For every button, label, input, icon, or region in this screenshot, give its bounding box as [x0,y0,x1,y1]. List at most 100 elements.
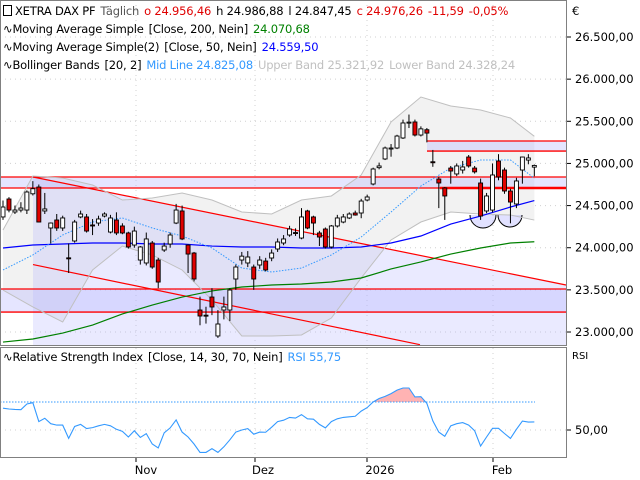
rsi-y-tick-label: 50,00 [575,423,608,437]
candle-up [78,213,84,218]
candle-up [370,168,376,185]
sma50-value: 24.559,50 [261,40,319,54]
candle-up [18,207,24,211]
candle-down [90,224,96,227]
bollinger-upper-line [2,96,535,231]
sma200-value: 24.070,68 [253,22,310,36]
candle-up [299,216,304,239]
candle-up [0,206,6,218]
high-value: h 24.986,88 [216,4,284,18]
change-value: -11,59 [427,4,464,18]
candle-down [305,210,310,229]
candle-down [66,257,72,260]
candle-up [484,195,490,212]
candle-up [340,216,346,223]
candle-up [513,180,519,205]
rsi-axis-label: RSI [572,351,588,362]
candle-up [328,225,334,248]
candle-down [322,228,328,248]
candle-up [167,234,173,245]
candle-down [84,216,90,232]
candle-down [502,169,507,192]
support-resistance-zone [427,141,566,152]
x-tick-label: 2026 [365,463,394,477]
candle-down [424,129,430,134]
pattern-arc [497,214,523,228]
candle-down [191,252,197,280]
channel-fill [33,177,566,345]
legend-bollinger[interactable]: ∿Bollinger Bands [20, 2] Mid Line 24.825,0… [3,58,520,72]
candle-up [281,238,287,244]
legend-rsi[interactable]: ∿Relative Strength Index [Close, 14, 30, … [3,350,346,364]
y-tick-label: 23.500,00 [575,283,634,297]
bollinger-upper-value: Upper Band 25.321,92 [257,58,385,72]
candle-up [143,238,149,264]
wave-icon: ∿ [3,350,13,364]
y-tick-label: 23.000,00 [575,325,634,339]
candlestick-icon [3,5,12,16]
candle-up [227,289,233,311]
candle-down [310,216,316,224]
candle-down [125,232,131,248]
candle-up [406,121,412,124]
rsi-label: Relative Strength Index [12,350,143,364]
candle-down [113,219,119,234]
candle-up [48,222,54,229]
candle-up [382,147,388,160]
candle-up [173,209,179,224]
y-tick-label: 24.500,00 [575,199,634,213]
candle-down [412,121,418,136]
candle-up [394,135,400,149]
candle-down [251,266,257,280]
y-tick-label: 26.000,00 [575,72,634,86]
candle-up [418,128,424,136]
wave-icon: ∿ [3,40,13,54]
bollinger-label: Bollinger Bands [12,58,100,72]
support-resistance-zone [0,289,566,313]
sma50-params: [Close, 50, Nein] [164,40,257,54]
interval-label[interactable]: Täglich [100,4,140,18]
bollinger-lower-line [2,211,535,337]
candle-down [508,190,513,203]
sma200-params: [Close, 200, Nein] [148,22,249,36]
wave-icon: ∿ [3,58,13,72]
candle-up [12,209,18,213]
open-value: o 24.956,46 [144,4,212,18]
pattern-arc [469,214,497,229]
candle-down [472,167,478,173]
candle-up [388,147,394,150]
candle-down [478,182,484,217]
candle-down [36,186,42,223]
candle-down [293,232,298,235]
support-resistance-zone [0,177,566,188]
legend-sma200[interactable]: ∿Moving Average Simple [Close, 200, Nein]… [3,22,315,36]
main-price-panel[interactable] [0,0,567,346]
x-tick-label: Feb [492,463,512,477]
rsi-panel[interactable] [0,348,566,457]
rsi-overbought-fill [3,388,535,402]
candle-up [221,306,227,311]
pattern-arc-fill [470,215,496,228]
legend-sma50[interactable]: ∿Moving Average Simple(2) [Close, 50, Nei… [3,40,323,54]
candle-up [346,213,352,219]
candle-up [531,164,537,168]
candle-down [430,161,436,164]
candle-down [442,187,448,197]
candle-up [30,188,36,195]
candle-up [525,157,531,161]
candle-down [466,156,472,167]
candle-down [448,167,454,172]
bollinger-params: [20, 2] [104,58,142,72]
rsi-panel-border [0,347,567,458]
candle-up [490,174,495,211]
candle-down [119,225,125,234]
sma200-line [2,241,535,343]
main-panel-border [0,0,567,346]
candle-up [364,196,370,201]
candle-up [131,230,137,246]
candle-down [155,259,161,283]
candle-up [454,165,460,175]
candle-up [460,166,466,171]
candle-up [24,191,30,211]
